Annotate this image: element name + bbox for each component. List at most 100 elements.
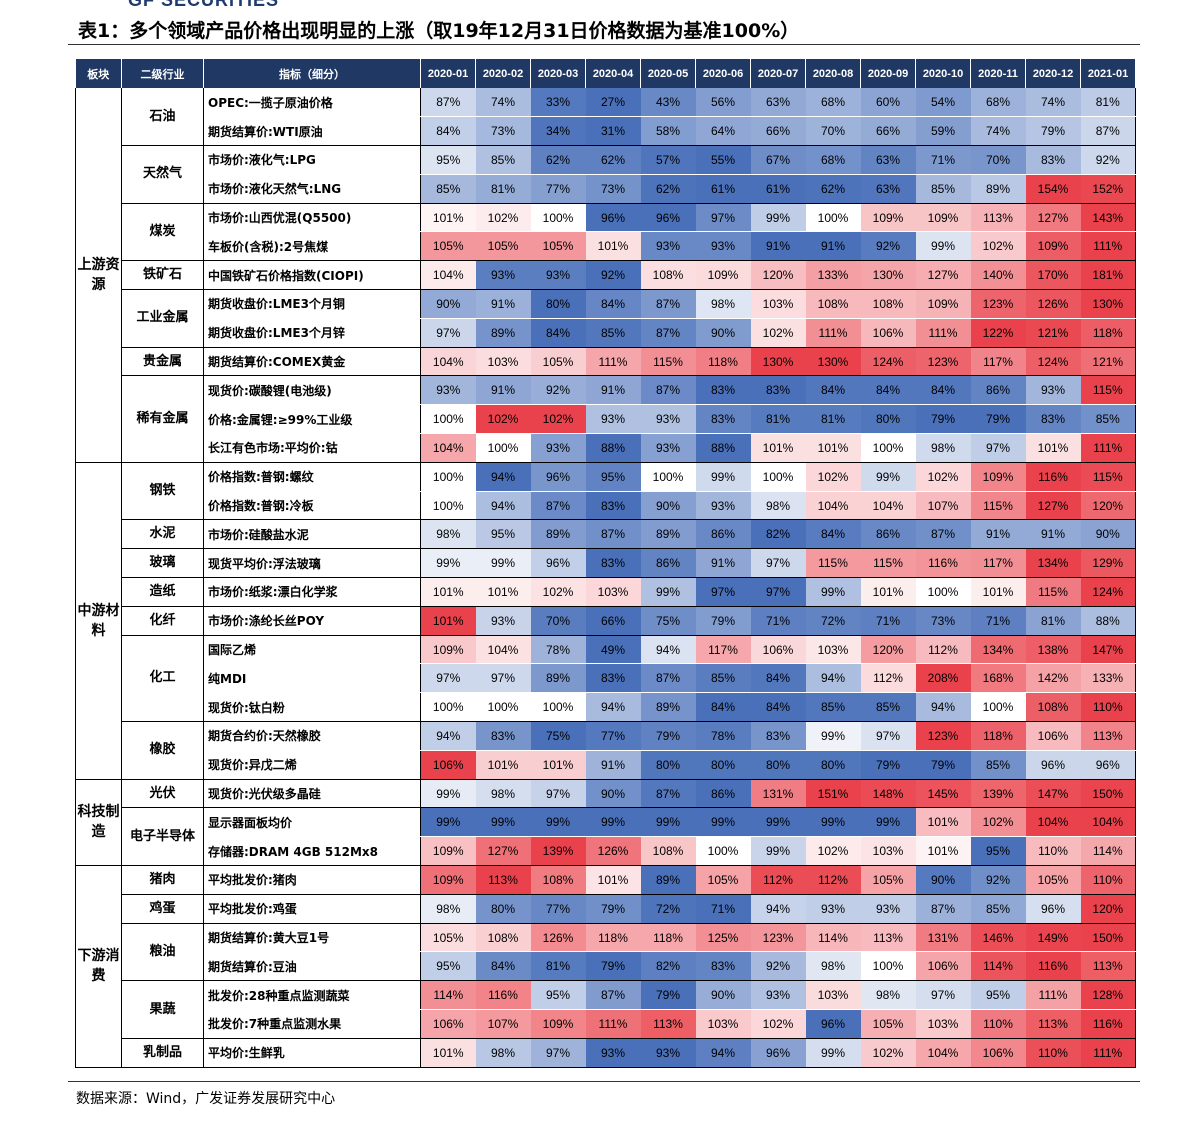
heatmap-cell: 120% — [1080, 894, 1136, 924]
heatmap-cell: 120% — [860, 635, 916, 665]
heatmap-cell: 116% — [1025, 951, 1081, 982]
heatmap-cell: 99% — [805, 807, 861, 838]
heatmap-cell: 84% — [420, 116, 476, 147]
heatmap-cell: 93% — [530, 433, 586, 463]
heatmap-cell: 84% — [530, 318, 586, 348]
heatmap-cell: 79% — [640, 980, 696, 1010]
heatmap-cell: 91% — [695, 548, 751, 579]
heatmap-cell: 89% — [640, 865, 696, 895]
table-row: 铁矿石 中国铁矿石价格指数(CIOPI) 104% 93% 93% 92% 108% 109%… — [76, 260, 1136, 291]
heatmap-cell: 109% — [530, 1009, 586, 1039]
heatmap-cell: 102% — [805, 462, 861, 492]
sector-label: 科技制造 — [75, 779, 122, 867]
heatmap-cell: 118% — [585, 923, 641, 953]
heatmap-cell: 106% — [860, 318, 916, 348]
heatmap-cell: 73% — [585, 174, 641, 204]
heatmap-cell: 98% — [860, 980, 916, 1010]
heatmap-cell: 78% — [530, 635, 586, 665]
heatmap-cell: 151% — [805, 779, 861, 809]
heatmap-cell: 97% — [860, 721, 916, 751]
heatmap-cell: 92% — [1080, 145, 1136, 175]
heatmap-cell: 67% — [750, 145, 806, 175]
heatmap-cell: 99% — [420, 779, 476, 809]
heatmap-cell: 96% — [530, 548, 586, 579]
industry-label: 鸡蛋 — [121, 894, 204, 924]
heatmap-cell: 81% — [1025, 606, 1081, 636]
heatmap-cell: 85% — [1080, 404, 1136, 435]
heatmap-cell: 63% — [750, 88, 806, 118]
heatmap-cell: 93% — [530, 260, 586, 291]
indicator-label: 国际乙烯 — [203, 635, 421, 665]
heatmap-cell: 98% — [420, 519, 476, 550]
heatmap-cell: 107% — [475, 1009, 531, 1039]
heatmap-cell: 66% — [585, 606, 641, 636]
heatmap-cell: 103% — [805, 635, 861, 665]
heatmap-cell: 93% — [420, 375, 476, 406]
heatmap-cell: 72% — [805, 606, 861, 636]
heatmap-cell: 102% — [750, 1009, 806, 1039]
heatmap-cell: 96% — [530, 462, 586, 492]
heatmap-cell: 89% — [475, 318, 531, 348]
heatmap-cell: 93% — [585, 404, 641, 435]
industry-label: 化工 — [121, 635, 204, 723]
heatmap-cell: 90% — [915, 865, 971, 895]
heatmap-cell: 142% — [1025, 663, 1081, 694]
heatmap-cell: 104% — [420, 347, 476, 377]
heatmap-cell: 134% — [1025, 548, 1081, 579]
heatmap-cell: 100% — [750, 462, 806, 492]
heatmap-cell: 101% — [750, 433, 806, 463]
indicator-label: 批发价:28种重点监测蔬菜 — [203, 980, 421, 1010]
heatmap-cell: 99% — [805, 1038, 861, 1068]
heatmap-cell: 109% — [420, 635, 476, 665]
header-industry: 二级行业 — [121, 59, 204, 88]
heatmap-cell: 104% — [860, 491, 916, 521]
heatmap-cell: 130% — [750, 347, 806, 377]
industry-label: 贵金属 — [121, 347, 204, 377]
heatmap-cell: 106% — [750, 635, 806, 665]
heatmap-cell: 152% — [1080, 174, 1136, 204]
heatmap-cell: 117% — [970, 347, 1026, 377]
header-month: 2021-01 — [1080, 59, 1136, 88]
heatmap-cell: 86% — [970, 375, 1026, 406]
heatmap-cell: 97% — [750, 548, 806, 579]
heatmap-cell: 168% — [970, 663, 1026, 694]
heatmap-cell: 101% — [585, 865, 641, 895]
industry-label: 猪肉 — [121, 865, 204, 895]
table-row: 科技制造 光伏 现货价:光伏级多晶硅 99% 98% 97% 90% 87% 86% 131% 15… — [75, 779, 1136, 867]
heatmap-cell: 127% — [915, 260, 971, 291]
header-indicator: 指标（细分） — [203, 59, 421, 88]
heatmap-cell: 103% — [860, 836, 916, 867]
indicator-label: 现货价:异戊二烯 — [203, 750, 421, 780]
heatmap-cell: 126% — [585, 836, 641, 867]
heatmap-cell: 112% — [805, 865, 861, 895]
heatmap-cell: 93% — [1025, 375, 1081, 406]
heatmap-cell: 139% — [970, 779, 1026, 809]
indicator-label: 现货平均价:浮法玻璃 — [203, 548, 421, 579]
table-row: 现货价:异戊二烯 106% 101% 101% 91% 80% 80% 80% 80% 79% 79… — [76, 750, 1136, 780]
heatmap-cell: 146% — [970, 923, 1026, 953]
table-row: 上游资源 石油 OPEC:一揽子原油价格 87% 74% 33% 27% 43% 56% 63% 6… — [75, 88, 1136, 463]
heatmap-cell: 82% — [750, 519, 806, 550]
table-row: 现货价:钛白粉 100% 100% 100% 94% 89% 84% 84% 85% 85% 94%… — [76, 692, 1136, 723]
heatmap-cell: 91% — [475, 289, 531, 319]
heatmap-cell: 115% — [805, 548, 861, 579]
heatmap-cell: 92% — [970, 865, 1026, 895]
heatmap-cell: 94% — [805, 663, 861, 694]
heatmap-cell: 99% — [750, 807, 806, 838]
heatmap-cell: 97% — [970, 433, 1026, 463]
heatmap-cell: 60% — [860, 88, 916, 118]
table-row: 果蔬 批发价:28种重点监测蔬菜 114% 116% 95% 87% 79% 90% 93% 10… — [76, 980, 1136, 1039]
header-month: 2020-02 — [475, 59, 531, 88]
heatmap-cell: 116% — [1080, 1009, 1136, 1039]
heatmap-cell: 88% — [585, 433, 641, 463]
heatmap-cell: 99% — [695, 807, 751, 838]
heatmap-cell: 99% — [640, 577, 696, 607]
heatmap-cell: 100% — [530, 692, 586, 723]
heatmap-cell: 98% — [695, 289, 751, 319]
heatmap-cell: 99% — [640, 807, 696, 838]
heatmap-cell: 71% — [750, 606, 806, 636]
heatmap-cell: 71% — [915, 145, 971, 175]
header-month: 2020-10 — [915, 59, 971, 88]
heatmap-cell: 114% — [805, 923, 861, 953]
heatmap-cell: 100% — [695, 836, 751, 867]
